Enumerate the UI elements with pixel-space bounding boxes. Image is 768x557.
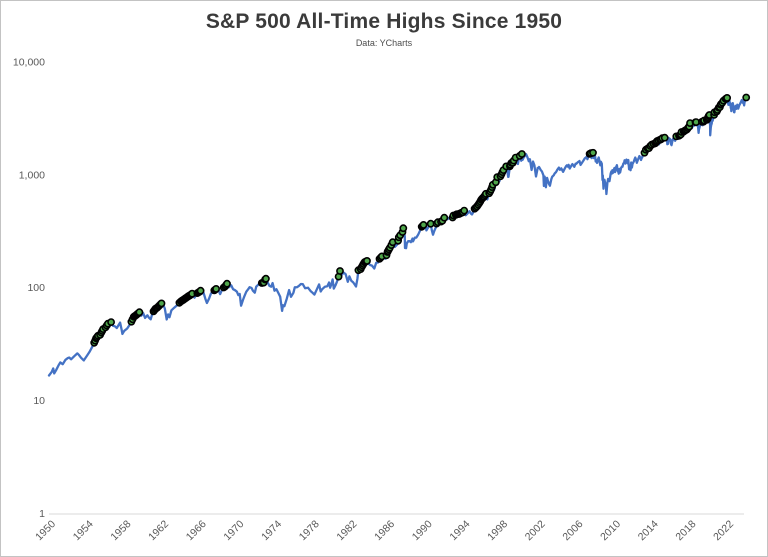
x-tick-label: 2018 bbox=[673, 518, 698, 543]
y-tick-label: 1,000 bbox=[19, 169, 45, 181]
x-tick-label: 1954 bbox=[71, 518, 96, 543]
x-tick-label: 1990 bbox=[410, 518, 435, 543]
x-tick-label: 1974 bbox=[259, 518, 284, 543]
ath-dot bbox=[518, 150, 526, 158]
x-tick-label: 1982 bbox=[334, 518, 359, 543]
x-tick-label: 1950 bbox=[33, 518, 58, 543]
ath-dot bbox=[135, 308, 144, 317]
chart-subtitle: Data: YCharts bbox=[355, 38, 413, 48]
ath-dot bbox=[196, 286, 205, 295]
ath-dot bbox=[399, 224, 408, 233]
ath-dot bbox=[363, 256, 371, 265]
x-tick-label: 1986 bbox=[372, 518, 397, 543]
ath-dot bbox=[460, 206, 469, 215]
ath-dot bbox=[419, 220, 428, 229]
ath-dot bbox=[440, 213, 449, 222]
ath-dot bbox=[261, 274, 270, 283]
x-tick-label: 2010 bbox=[598, 518, 623, 543]
y-tick-label: 10,000 bbox=[13, 56, 45, 68]
ath-dot bbox=[660, 133, 669, 142]
x-tick-label: 1978 bbox=[297, 518, 322, 543]
x-tick-label: 2006 bbox=[560, 518, 585, 543]
ath-dot bbox=[589, 148, 597, 157]
x-tick-label: 1958 bbox=[108, 518, 133, 543]
y-tick-label: 10 bbox=[33, 395, 45, 407]
x-tick-label: 1970 bbox=[221, 518, 246, 543]
ath-dot bbox=[336, 267, 344, 275]
x-tick-label: 2022 bbox=[711, 518, 736, 543]
ath-dot bbox=[223, 279, 231, 288]
ath-dot bbox=[107, 318, 115, 326]
x-tick-label: 1966 bbox=[184, 518, 209, 543]
y-tick-label: 100 bbox=[27, 282, 45, 294]
x-tick-label: 1962 bbox=[146, 518, 171, 543]
x-tick-label: 2014 bbox=[636, 518, 661, 543]
x-tick-label: 2002 bbox=[523, 518, 548, 543]
x-tick-label: 1994 bbox=[447, 518, 472, 543]
ath-dot bbox=[742, 93, 751, 102]
ath-dots bbox=[90, 93, 751, 347]
chart-title: S&P 500 All-Time Highs Since 1950 bbox=[205, 10, 563, 33]
ath-dot bbox=[723, 94, 731, 102]
ath-dot bbox=[212, 284, 220, 293]
y-tick-label: 1 bbox=[39, 508, 45, 520]
ath-dot bbox=[157, 299, 166, 308]
x-tick-label: 1998 bbox=[485, 518, 510, 543]
